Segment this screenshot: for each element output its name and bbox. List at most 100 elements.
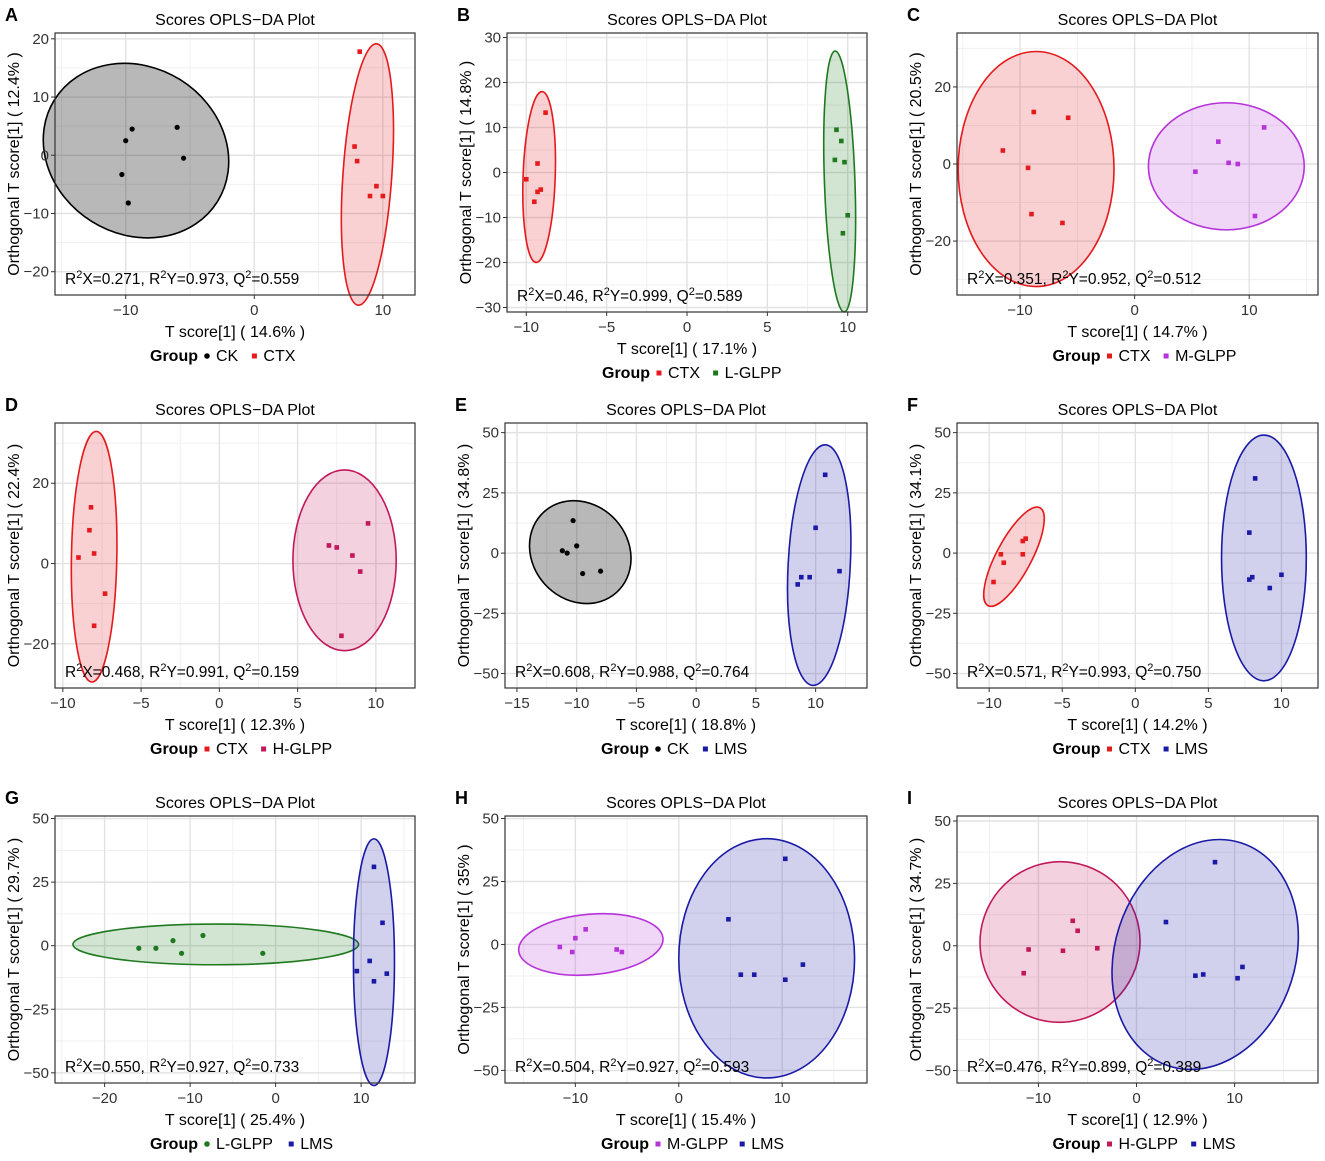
model-stats: R2X=0.271, R2Y=0.973, Q2=0.559 [65,269,299,288]
data-point-ck [180,155,187,161]
data-point-lms [807,574,812,580]
x-axis-label: T score[1] ( 15.4% ) [616,1112,756,1129]
data-point-ctx [91,623,97,629]
x-tick-label: −10 [976,695,1001,712]
legend-key-h-glpp [261,746,267,752]
data-point-ctx [102,591,108,596]
data-point-h-glpp [326,543,332,548]
gridlines [957,423,1318,688]
data-point-h-glpp [350,553,355,558]
y-tick-label: 0 [491,936,499,953]
confidence-ellipse-ctx [340,42,395,306]
data-point-ctx [998,551,1004,557]
x-tick-label: 0 [271,1090,279,1107]
plot-border [54,32,416,296]
legend-key-ck [204,353,210,359]
y-tick-label: −25 [926,1000,951,1017]
y-tick-label: 0 [491,545,499,562]
x-tick-label: 10 [839,319,856,336]
data-point-h-glpp [334,545,340,550]
y-tick-label: −50 [926,666,951,683]
data-point-lms [367,958,372,964]
data-point-ctx [1065,115,1071,121]
chart-title: Scores OPLS−DA Plot [607,12,767,29]
legend-title: Group [150,348,198,365]
legend-label-lms: LMS [1175,741,1208,758]
legend-label-h-glpp: H-GLPP [273,741,333,758]
data-point-l-glpp [178,950,185,956]
y-tick-label: −25 [24,1001,49,1018]
data-point-lms [782,977,788,983]
x-tick-label: 10 [1241,302,1258,319]
data-point-m-glpp [1226,160,1231,166]
confidence-ellipse-lms [677,837,856,1079]
legend: Group CTX L-GLPP [602,365,782,382]
data-point-lms [800,962,806,967]
data-point-l-glpp [170,938,176,944]
data-point-l-glpp [153,945,159,951]
legend: Group CTX LMS [1053,741,1209,758]
y-tick-label: 50 [482,811,499,828]
confidence-ellipse-h-glpp [979,860,1141,1024]
chart-title: Scores OPLS−DA Plot [1058,795,1218,812]
y-tick-label: −30 [476,300,501,317]
chart-title: Scores OPLS−DA Plot [155,12,315,29]
panel-a: R2X=0.271, R2Y=0.973, Q2=0.559 −10 0 10 −20 −… [5,5,416,365]
panel-letter: G [5,788,19,808]
confidence-ellipse-h-glpp [292,469,398,652]
data-point-ctx [1000,148,1006,153]
model-stats: R2X=0.46, R2Y=0.999, Q2=0.589 [517,286,743,305]
data-point-lms [1279,572,1284,578]
legend-key-l-glpp [713,370,719,376]
data-point-ctx [1023,536,1028,541]
confidence-ellipse-m-glpp [1147,101,1306,231]
x-tick-label: 5 [293,695,301,712]
model-stats: R2X=0.504, R2Y=0.927, Q2=0.593 [515,1057,749,1076]
data-point-lms [1267,585,1273,591]
data-point-ck [129,126,135,132]
x-tick-label: 10 [807,695,824,712]
data-point-lms [1252,476,1258,481]
confidence-ellipse-m-glpp [517,912,664,977]
y-tick-label: 25 [32,874,49,891]
chart-title: Scores OPLS−DA Plot [1058,12,1218,29]
model-stats: R2X=0.476, R2Y=0.899, Q2=0.389 [967,1057,1201,1076]
panel-b: R2X=0.46, R2Y=0.999, Q2=0.589 −10 −5 0 5 10 −3… [457,5,868,382]
data-point-m-glpp [1252,213,1258,219]
data-point-ctx [380,193,386,199]
legend-title: Group [601,1136,649,1153]
legend-key-ctx [656,370,662,376]
data-point-lms [726,916,731,922]
legend-label-ctx: CTX [1119,741,1151,758]
plot-border [956,422,1319,689]
legend-key-lms [702,746,708,752]
data-point-lms [371,864,377,870]
gridlines [957,33,1318,295]
y-tick-label: −20 [24,636,49,653]
model-stats: R2X=0.351, R2Y=0.952, Q2=0.512 [967,269,1201,288]
panel-letter: C [907,5,920,25]
data-point-lms [1212,859,1218,865]
data-point-ctx [991,579,996,585]
legend-key-m-glpp [655,1141,661,1147]
panel-f: R2X=0.571, R2Y=0.993, Q2=0.750−10 −5 0 5 10−… [907,395,1319,758]
data-point-m-glpp [1261,125,1267,130]
legend-label-lms: LMS [300,1136,333,1153]
data-point-ctx [523,176,529,182]
data-point-ctx [1020,538,1026,544]
y-axis-label: Orthogonal T score[1] ( 34.8% ) [456,444,473,668]
y-tick-label: 50 [482,425,499,442]
data-point-h-glpp [357,569,363,574]
x-tick-label: 0 [1131,695,1139,712]
legend: Group CK CTX [150,348,296,365]
legend: Group CK LMS [601,741,747,758]
data-point-lms [1235,975,1240,981]
legend: Group M-GLPP LMS [601,1136,784,1153]
confidence-ellipse-lms [1111,838,1300,1071]
confidence-ellipse-ctx [70,430,118,683]
x-tick-label: −10 [563,1090,588,1107]
data-point-ck [597,568,604,574]
gridlines [55,816,415,1083]
data-point-l-glpp [260,950,266,956]
legend-key-ck [655,746,661,752]
